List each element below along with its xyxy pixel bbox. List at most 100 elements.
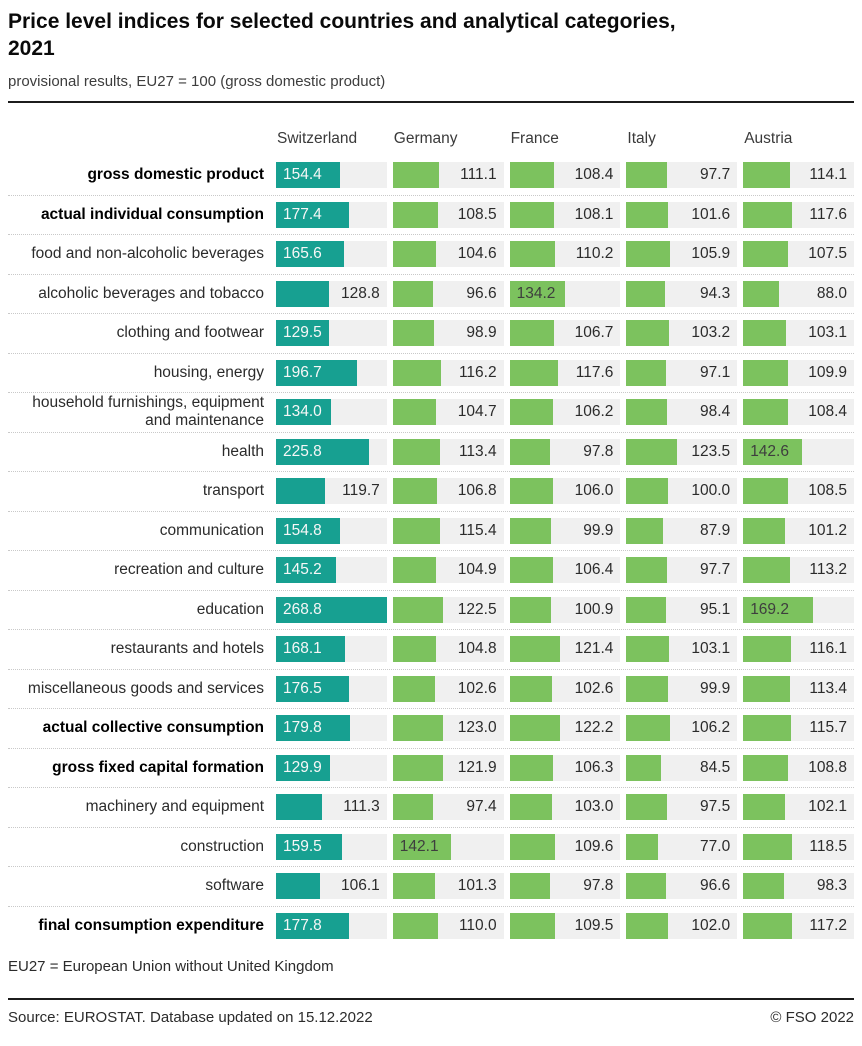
bar-value: 179.8 <box>283 719 322 737</box>
row-label: software <box>205 877 264 895</box>
bar-track: 177.4 <box>276 201 387 228</box>
row-label: gross domestic product <box>87 166 264 184</box>
bar-value: 145.2 <box>283 561 322 579</box>
column-header-switzerland: Switzerland <box>277 129 358 147</box>
bar-track: 101.2 <box>743 517 854 544</box>
bar-track: 118.5 <box>743 833 854 860</box>
copyright-note: © FSO 2022 <box>770 1009 854 1026</box>
bar-track: 77.0 <box>626 833 738 860</box>
chart-row: transport 119.7 106.8 106.0 100.0 108.5 <box>8 472 854 512</box>
switzerland-bar <box>276 280 330 307</box>
bar-track: 84.5 <box>626 754 738 781</box>
chart-row: gross fixed capital formation 129.9 121.9 1… <box>8 749 854 788</box>
bar-value: 177.8 <box>283 916 322 934</box>
chart-row: food and non-alcoholic beverages 165.6 104… <box>8 235 854 275</box>
france-bar <box>509 201 555 228</box>
bar-value: 87.9 <box>700 521 731 539</box>
france-bar <box>509 754 554 781</box>
switzerland-bar <box>276 359 358 386</box>
bar-track: 123.5 <box>626 438 738 465</box>
france-bar <box>509 162 555 189</box>
bar-value: 142.6 <box>750 442 789 460</box>
germany-bar <box>392 359 441 386</box>
bar-track: 108.1 <box>509 201 621 228</box>
italy-bar <box>626 162 667 189</box>
bar-value: 106.1 <box>341 877 380 895</box>
italy-bar <box>626 478 668 505</box>
austria-bar <box>743 912 792 939</box>
switzerland-bar <box>276 162 340 189</box>
bar-value: 104.8 <box>457 640 497 658</box>
bar-track: 113.4 <box>743 675 854 702</box>
bar-track: 97.4 <box>392 794 504 821</box>
bar-track: 104.6 <box>392 241 504 268</box>
bar-value: 129.5 <box>283 324 322 342</box>
bar-track: 103.1 <box>626 636 738 663</box>
bar-track: 129.9 <box>276 754 387 781</box>
row-label: health <box>221 442 264 460</box>
bar-track: 96.6 <box>626 873 738 900</box>
bar-value: 102.1 <box>808 798 847 816</box>
italy-bar <box>626 754 662 781</box>
switzerland-bar <box>276 912 350 939</box>
bar-value: 104.9 <box>457 561 497 579</box>
row-label: housing, energy <box>153 363 264 381</box>
france-bar <box>509 873 550 900</box>
germany-bar <box>392 399 436 426</box>
bar-value: 102.0 <box>691 916 731 934</box>
bar-value: 176.5 <box>283 679 322 697</box>
bar-track: 99.9 <box>626 675 738 702</box>
germany-bar <box>392 517 441 544</box>
chart-row: software 106.1 101.3 97.8 96.6 98.3 <box>8 867 854 907</box>
bar-value: 77.0 <box>700 837 731 855</box>
bar-track: 105.9 <box>626 241 738 268</box>
bar-value: 111.1 <box>460 166 497 184</box>
bar-track: 154.8 <box>276 517 387 544</box>
germany-bar <box>392 596 444 623</box>
france-bar <box>509 478 554 505</box>
chart-row: alcoholic beverages and tobacco 128.8 96.6… <box>8 275 854 314</box>
bar-track: 196.7 <box>276 359 387 386</box>
row-label: recreation and culture <box>114 561 264 579</box>
bar-track: 111.1 <box>392 162 504 189</box>
bar-track: 117.2 <box>743 912 854 939</box>
bar-value: 118.5 <box>809 837 847 855</box>
bar-value: 109.5 <box>574 916 614 934</box>
bar-track: 107.5 <box>743 241 854 268</box>
bar-track: 104.9 <box>392 557 504 584</box>
page-subtitle: provisional results, EU27 = 100 (gross d… <box>8 73 386 90</box>
bar-value: 100.0 <box>691 482 731 500</box>
top-divider <box>8 101 854 103</box>
austria-bar <box>743 873 784 900</box>
bar-value: 113.4 <box>458 442 497 460</box>
row-label: actual collective consumption <box>42 719 264 737</box>
switzerland-bar <box>276 201 350 228</box>
bar-value: 106.2 <box>574 403 614 421</box>
germany-bar <box>392 715 444 742</box>
germany-bar <box>392 833 452 860</box>
bar-track: 99.9 <box>509 517 621 544</box>
bar-track: 102.1 <box>743 794 854 821</box>
bar-track: 168.1 <box>276 636 387 663</box>
bar-value: 123.0 <box>457 719 497 737</box>
bar-track: 169.2 <box>743 596 854 623</box>
switzerland-bar <box>276 320 330 347</box>
bar-track: 97.7 <box>626 162 738 189</box>
bar-track: 87.9 <box>626 517 738 544</box>
germany-bar <box>392 320 434 347</box>
austria-bar <box>743 201 792 228</box>
page-title: Price level indices for selected countri… <box>8 8 854 62</box>
bar-track: 142.6 <box>743 438 854 465</box>
france-bar <box>509 280 565 307</box>
germany-bar <box>392 557 437 584</box>
bar-track: 106.8 <box>392 478 504 505</box>
bar-value: 97.1 <box>700 363 731 381</box>
bar-track: 106.4 <box>509 557 621 584</box>
bar-value: 196.7 <box>283 363 322 381</box>
bar-track: 119.7 <box>276 478 387 505</box>
italy-bar <box>626 241 671 268</box>
bar-track: 98.4 <box>626 399 738 426</box>
france-bar <box>509 794 553 821</box>
chart-row: final consumption expenditure 177.8 110.0 1… <box>8 907 854 946</box>
france-bar <box>509 320 554 347</box>
